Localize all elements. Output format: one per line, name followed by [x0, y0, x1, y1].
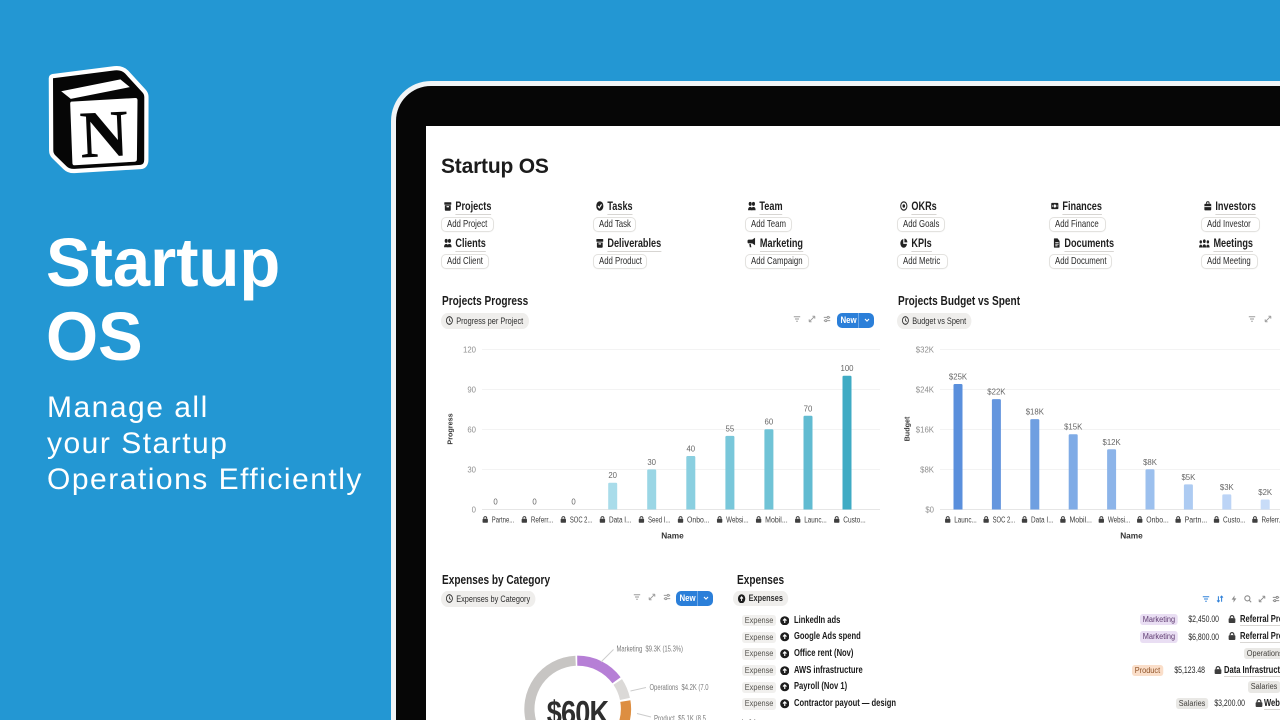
svg-text:$3K: $3K: [1220, 483, 1235, 492]
svg-text:$5K: $5K: [1181, 473, 1196, 482]
svg-text:Mobil...: Mobil...: [765, 515, 788, 524]
svg-text:0: 0: [532, 498, 537, 507]
svg-text:Websi...: Websi...: [1108, 515, 1131, 524]
svg-text:$16K: $16K: [916, 425, 935, 434]
svg-text:Onbo...: Onbo...: [687, 515, 710, 524]
svg-text:Referr...: Referr...: [1261, 515, 1280, 524]
svg-text:60: 60: [467, 425, 476, 434]
svg-text:Custo...: Custo...: [843, 515, 866, 524]
svg-text:Mobil...: Mobil...: [1069, 515, 1092, 524]
svg-text:$25K: $25K: [949, 373, 968, 382]
svg-text:Launc...: Launc...: [954, 515, 977, 524]
svg-text:Name: Name: [661, 531, 684, 541]
svg-text:$32K: $32K: [916, 345, 935, 354]
svg-text:60: 60: [765, 418, 774, 427]
svg-text:$0: $0: [925, 505, 934, 514]
svg-text:Progress: Progress: [446, 413, 455, 444]
svg-text:$18K: $18K: [1026, 408, 1045, 417]
svg-text:0: 0: [571, 498, 576, 507]
svg-text:$12K: $12K: [1102, 438, 1121, 447]
svg-text:SOC 2...: SOC 2...: [993, 515, 1016, 524]
svg-text:$24K: $24K: [916, 385, 935, 394]
svg-text:0: 0: [472, 505, 477, 514]
svg-text:Seed I...: Seed I...: [648, 515, 671, 524]
svg-text:Custo...: Custo...: [1223, 515, 1246, 524]
svg-text:Data I...: Data I...: [609, 515, 632, 524]
svg-text:20: 20: [608, 471, 617, 480]
svg-text:$8K: $8K: [1143, 458, 1158, 467]
svg-text:55: 55: [726, 424, 735, 433]
svg-text:Product $5.1K (8.5: Product $5.1K (8.5: [654, 714, 706, 720]
svg-text:70: 70: [804, 404, 813, 413]
svg-text:100: 100: [840, 364, 854, 373]
svg-text:0: 0: [493, 498, 498, 507]
svg-text:$2K: $2K: [1258, 488, 1273, 497]
svg-text:30: 30: [467, 465, 476, 474]
svg-text:Partne...: Partne...: [492, 515, 515, 524]
svg-text:120: 120: [463, 345, 477, 354]
svg-text:$22K: $22K: [987, 388, 1006, 397]
svg-text:Budget: Budget: [903, 416, 912, 441]
svg-text:SOC 2...: SOC 2...: [570, 515, 593, 524]
svg-text:40: 40: [686, 445, 695, 454]
svg-text:Referr...: Referr...: [531, 515, 554, 524]
svg-text:90: 90: [467, 385, 476, 394]
svg-text:Name: Name: [1120, 531, 1143, 541]
svg-text:$8K: $8K: [920, 465, 935, 474]
svg-text:Data I...: Data I...: [1031, 515, 1054, 524]
svg-text:$15K: $15K: [1064, 423, 1083, 432]
svg-text:Partn...: Partn...: [1185, 515, 1208, 524]
svg-text:N: N: [78, 96, 130, 172]
svg-text:Launc...: Launc...: [804, 515, 827, 524]
svg-text:30: 30: [647, 458, 656, 467]
svg-text:Onbo...: Onbo...: [1146, 515, 1169, 524]
svg-text:Operations $4.2K (7.0: Operations $4.2K (7.0: [650, 683, 709, 692]
svg-text:Marketing $9.3K (15.3%): Marketing $9.3K (15.3%): [617, 645, 684, 654]
svg-text:Websi...: Websi...: [726, 515, 749, 524]
